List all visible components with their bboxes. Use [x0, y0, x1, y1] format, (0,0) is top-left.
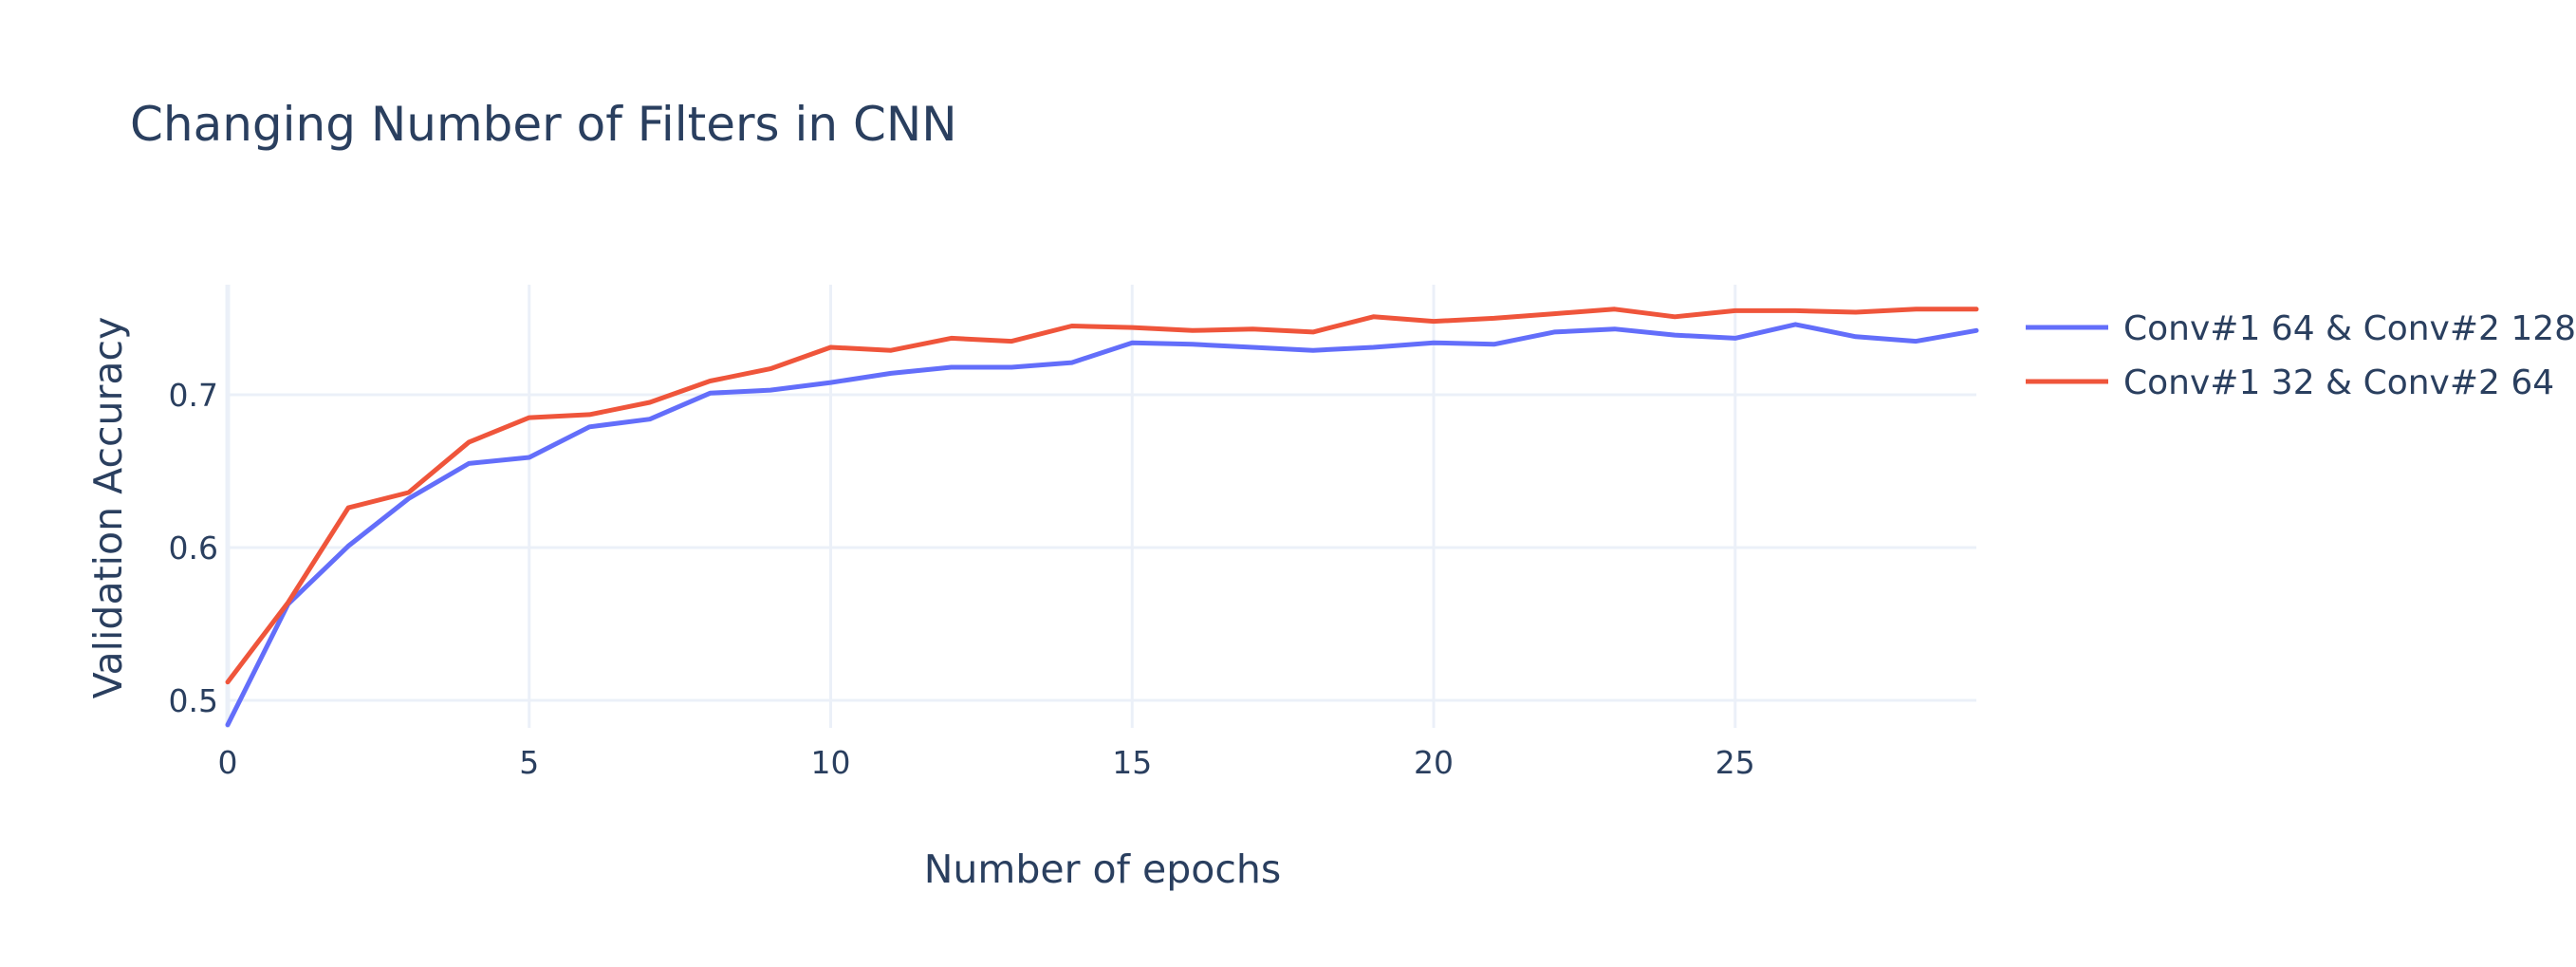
series-line-2 — [225, 307, 1979, 685]
x-tick-label: 0 — [218, 744, 238, 781]
legend-label-1: Conv#1 64 & Conv#2 128 — [2123, 309, 2576, 348]
chart-title: Changing Number of Filters in CNN — [130, 97, 957, 152]
x-tick-label: 5 — [519, 744, 539, 781]
y-tick-label: 0.7 — [169, 377, 218, 414]
series-line-1 — [225, 322, 1979, 728]
y-tick-label: 0.6 — [169, 530, 218, 567]
x-axis-title: Number of epochs — [924, 846, 1282, 892]
legend-label-2: Conv#1 32 & Conv#2 64 — [2123, 363, 2554, 402]
grid-layer — [225, 285, 1976, 728]
legend: Conv#1 64 & Conv#2 128 Conv#1 32 & Conv#2… — [2026, 309, 2576, 402]
x-tick-label: 25 — [1715, 744, 1755, 781]
tick-layer: 0 5 10 15 20 25 0.5 0.6 0.7 — [169, 377, 1755, 781]
series-layer — [225, 307, 1979, 728]
y-tick-label: 0.5 — [169, 682, 218, 719]
x-tick-label: 15 — [1112, 744, 1152, 781]
x-tick-label: 10 — [811, 744, 851, 781]
x-tick-label: 20 — [1414, 744, 1454, 781]
y-axis-title: Validation Accuracy — [85, 317, 131, 699]
